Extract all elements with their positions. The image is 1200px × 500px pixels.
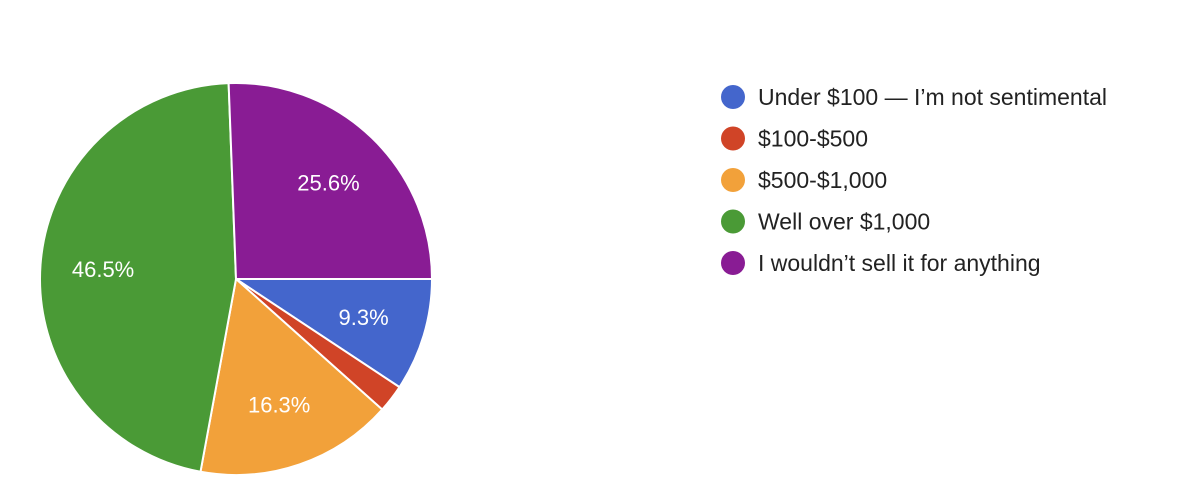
legend-label-1: Under $100 — I’m not sentimental <box>758 84 1107 110</box>
pie-slice-labels: 9.3% 16.3% 46.5% 25.6% <box>72 170 389 417</box>
legend-label-4: Well over $1,000 <box>758 209 930 235</box>
legend-swatch-5 <box>721 251 745 275</box>
legend-item-1: Under $100 — I’m not sentimental <box>721 84 1107 110</box>
legend-swatch-2 <box>721 126 745 151</box>
legend-item-2: $100-$500 <box>721 126 868 152</box>
pie-slice-label-1: 9.3% <box>339 305 389 330</box>
pie-slice-label-3: 16.3% <box>248 393 310 418</box>
pie-slice-label-5: 25.6% <box>297 170 359 195</box>
legend-item-4: Well over $1,000 <box>721 209 930 235</box>
pie-slice-4 <box>39 82 238 473</box>
legend-item-3: $500-$1,000 <box>721 167 887 193</box>
pie-slice-3 <box>199 277 384 476</box>
legend: Under $100 — I’m not sentimental $100-$50… <box>721 84 1107 276</box>
legend-label-5: I wouldn’t sell it for anything <box>758 250 1041 276</box>
legend-item-5: I wouldn’t sell it for anything <box>721 250 1041 276</box>
legend-swatch-4 <box>721 209 745 234</box>
legend-label-3: $500-$1,000 <box>758 167 887 193</box>
legend-swatch-3 <box>721 168 745 192</box>
pie-slice-label-4: 46.5% <box>72 257 134 282</box>
pie-slice-5 <box>227 82 434 280</box>
pie-slice-1 <box>232 278 434 389</box>
legend-label-2: $100-$500 <box>758 126 868 152</box>
pie-slices <box>39 82 434 476</box>
legend-swatch-1 <box>721 85 745 109</box>
